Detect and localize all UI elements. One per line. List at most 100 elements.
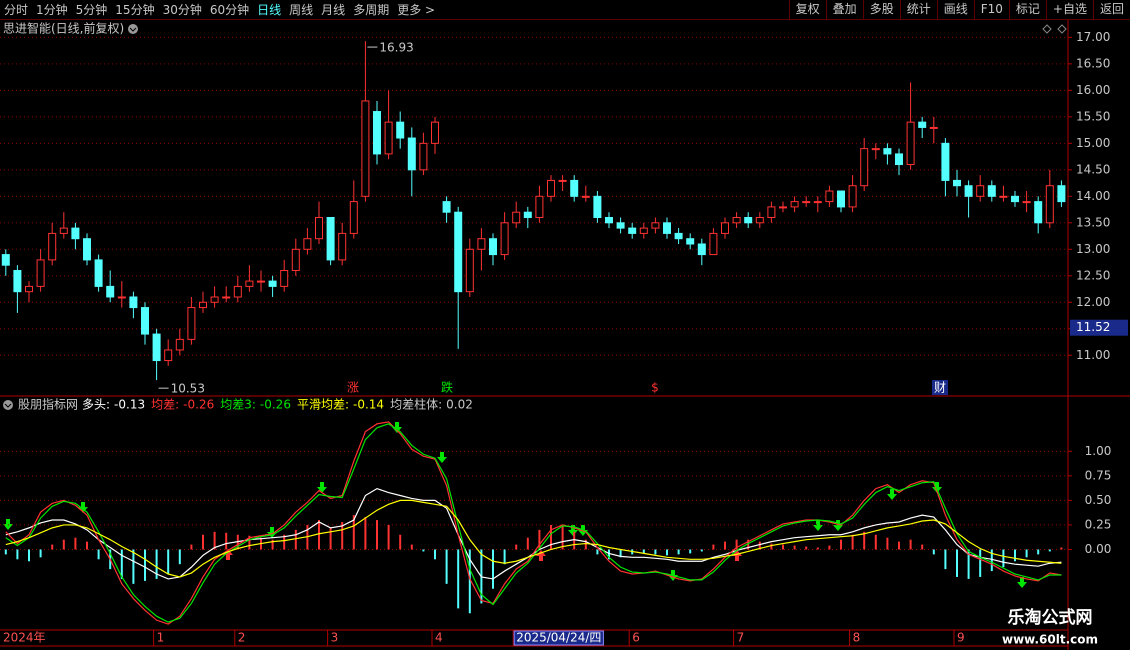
- histogram-bar: [410, 544, 413, 550]
- sell-arrow: [392, 422, 402, 433]
- period-tab[interactable]: 日线: [257, 3, 282, 17]
- histogram-bar: [248, 535, 251, 550]
- candle-body: [71, 227, 80, 240]
- candle-body: [1022, 201, 1031, 204]
- action-button[interactable]: 叠加: [825, 0, 863, 19]
- period-tab[interactable]: 5分钟: [75, 3, 108, 17]
- candle-body: [268, 280, 277, 287]
- action-button[interactable]: 多股: [862, 0, 900, 19]
- y-tick-label: 13.00: [1076, 242, 1110, 256]
- x-tick-label: 2024年: [3, 631, 46, 645]
- sell-arrow: [887, 489, 897, 500]
- candle-body: [767, 206, 776, 219]
- candle-body: [883, 148, 892, 155]
- legend-value: -0.26: [183, 398, 214, 412]
- candle-body: [871, 148, 880, 151]
- candle-body: [616, 222, 625, 229]
- candle-body: [953, 179, 961, 187]
- candle-body: [837, 190, 845, 208]
- candle-body: [848, 185, 857, 208]
- action-button[interactable]: 复权: [788, 0, 826, 19]
- histogram-bar: [1025, 549, 1028, 558]
- period-tab[interactable]: 月线: [321, 3, 346, 17]
- legend-name: 均差:: [151, 398, 179, 412]
- candle-body: [906, 121, 915, 166]
- candle-body: [384, 121, 393, 155]
- watermark-title: 乐淘公式网: [1008, 607, 1093, 628]
- period-tab[interactable]: 60分钟: [209, 3, 250, 17]
- candle-body: [895, 153, 903, 166]
- candle-body: [976, 185, 985, 197]
- histogram-bar: [735, 539, 738, 550]
- selected-date-box: [513, 630, 604, 646]
- candle-body: [117, 296, 126, 299]
- histogram-bar: [120, 549, 123, 579]
- y-tick-label: 12.50: [1076, 268, 1110, 282]
- histogram-bar: [724, 541, 726, 550]
- histogram-bar: [387, 524, 390, 550]
- x-tick-label: 2025/04/24/四: [516, 631, 601, 645]
- menu-icon[interactable]: [3, 400, 13, 410]
- action-button[interactable]: 统计: [899, 0, 937, 19]
- histogram-bar: [538, 529, 541, 550]
- candle-body: [570, 179, 579, 197]
- period-tab[interactable]: 分时: [4, 3, 29, 17]
- y-tick-label: 0.50: [1085, 493, 1112, 507]
- legend-value: -0.26: [260, 398, 291, 412]
- histogram-bar: [677, 549, 680, 555]
- y-tick-label: 0.00: [1085, 542, 1112, 556]
- y-tick-label: 15.00: [1076, 136, 1110, 150]
- candle-body: [709, 232, 718, 256]
- period-tab[interactable]: 30分钟: [162, 3, 202, 17]
- period-tab[interactable]: 周线: [289, 3, 314, 17]
- histogram-bar: [144, 549, 146, 581]
- histogram-bar: [758, 541, 761, 550]
- candle-body: [315, 217, 323, 240]
- histogram-bar: [874, 534, 877, 550]
- period-tab[interactable]: 多周期: [353, 3, 390, 17]
- histogram-bar: [1060, 547, 1063, 550]
- action-button[interactable]: 返回: [1092, 0, 1130, 19]
- histogram-bar: [364, 517, 367, 550]
- sell-arrow: [932, 482, 942, 493]
- histogram-bar: [376, 520, 378, 550]
- candle-body: [755, 217, 764, 224]
- candle-body: [373, 111, 381, 155]
- period-tab[interactable]: 更多 >: [397, 3, 436, 17]
- histogram-bar: [352, 515, 355, 550]
- action-button[interactable]: +自选: [1045, 0, 1093, 19]
- candle-body: [326, 217, 335, 261]
- candle-body: [152, 333, 161, 362]
- histogram-bar: [97, 549, 100, 560]
- histogram-bar: [932, 549, 935, 555]
- candle-body: [106, 285, 115, 298]
- histogram-bar: [318, 520, 320, 550]
- indicator-line: [5, 487, 1062, 580]
- period-tab[interactable]: 1分钟: [36, 3, 68, 17]
- histogram-bar: [16, 549, 19, 560]
- sell-arrow: [1017, 577, 1027, 588]
- y-tick-label: 11.00: [1076, 348, 1110, 362]
- candle-body: [489, 238, 497, 256]
- action-button[interactable]: 画线: [936, 0, 974, 19]
- histogram-bar: [39, 549, 42, 558]
- candle-body: [941, 142, 950, 181]
- x-tick-label: 4: [435, 631, 443, 645]
- period-tab[interactable]: 15分钟: [115, 3, 155, 17]
- action-button[interactable]: F10: [973, 0, 1009, 19]
- max-label: 16.93: [379, 41, 413, 55]
- histogram-bar: [793, 545, 796, 550]
- histogram-bar: [213, 531, 216, 550]
- y-tick-label: 13.50: [1076, 215, 1110, 229]
- action-button[interactable]: 标记: [1008, 0, 1046, 19]
- panel-icons[interactable]: [1042, 24, 1067, 34]
- candle-body: [349, 201, 358, 234]
- histogram-bar: [851, 534, 854, 550]
- menu-icon[interactable]: [128, 24, 138, 34]
- candle-body: [663, 222, 671, 234]
- candle-body: [802, 201, 811, 204]
- candle-body: [36, 259, 45, 287]
- candle-body: [1045, 185, 1054, 224]
- histogram-bar: [445, 549, 448, 584]
